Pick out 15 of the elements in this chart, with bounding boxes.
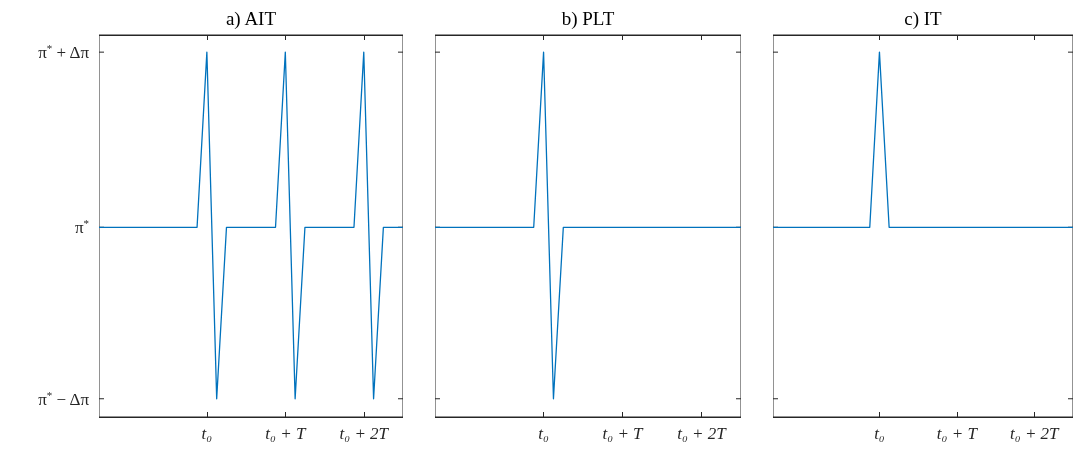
x-tick-label: t₀ + T: [265, 424, 307, 443]
x-tick-label: t₀: [538, 424, 549, 443]
x-tick-label: t₀: [874, 424, 885, 443]
x-tick-label: t₀ + 2T: [1010, 424, 1061, 443]
x-tick-label: t₀ + T: [602, 424, 645, 443]
x-tick-label: t₀ + 2T: [339, 424, 390, 443]
chart-title: c) IT: [904, 8, 943, 30]
text: π$^{*}$ + Δπ: [38, 41, 89, 63]
chart-title: a) AIT: [225, 8, 277, 30]
text: π$^{*}$ − Δπ: [38, 388, 89, 410]
text: π$^{*}$: [74, 216, 89, 238]
x-tick-label: t₀ + T: [936, 424, 979, 443]
x-tick-label: t₀: [201, 424, 213, 443]
x-tick-label: t₀ + 2T: [677, 424, 728, 443]
chart-title: b) PLT: [561, 8, 615, 30]
